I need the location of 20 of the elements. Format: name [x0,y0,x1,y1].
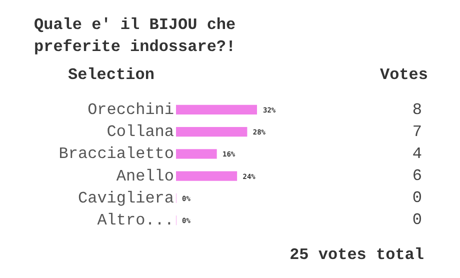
text: 25 votes total [290,246,424,264]
text: 8 [412,100,422,119]
bar [176,171,238,181]
bar [176,104,257,114]
bar [176,149,217,159]
y-tick-label: Cavigliera [78,189,174,208]
text: 4 [412,144,422,163]
y-tick-label: Braccialetto [58,145,174,164]
text: 6 [412,167,422,186]
text: 7 [412,122,422,141]
bar [176,126,248,137]
text: 0 [412,211,422,230]
y-tick-label: Anello [116,167,174,186]
y-tick-label: Orecchini [88,100,174,119]
text: 0 [412,189,422,208]
text: Selection [68,66,154,84]
y-tick-label: Collana [106,123,174,142]
text: Votes [380,66,428,84]
y-tick-label: Altro... [97,212,174,230]
chart-title: Quale e' il BIJOU che preferite indossare?! [34,15,236,58]
